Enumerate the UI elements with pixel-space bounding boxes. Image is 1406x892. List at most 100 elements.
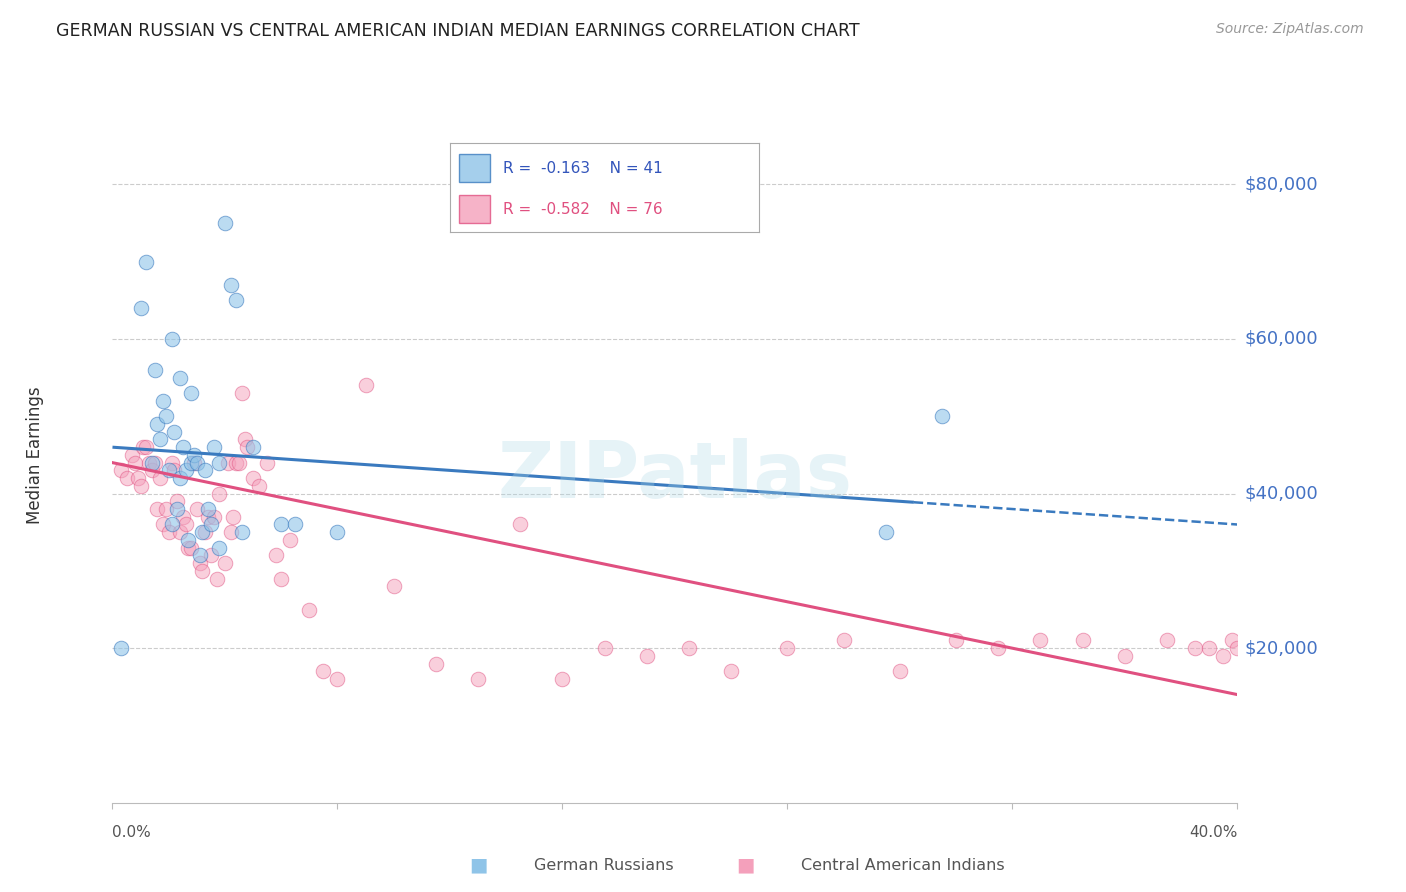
Point — [186, 456, 208, 470]
Point — [197, 502, 219, 516]
Point — [188, 549, 211, 563]
Point — [174, 463, 197, 477]
Text: German Russians: German Russians — [534, 858, 673, 872]
Point — [194, 525, 217, 540]
Point — [236, 440, 259, 454]
Point — [278, 533, 301, 547]
Point — [247, 479, 270, 493]
Point — [172, 440, 194, 454]
Point — [163, 463, 186, 477]
Point — [169, 370, 191, 384]
FancyBboxPatch shape — [460, 194, 491, 223]
Point — [225, 293, 247, 308]
Point — [425, 657, 447, 671]
Point — [231, 386, 253, 401]
Point — [146, 502, 169, 516]
Point — [127, 471, 149, 485]
Point — [202, 509, 225, 524]
Point — [138, 456, 160, 470]
Point — [1114, 648, 1136, 663]
Point — [233, 433, 256, 447]
Point — [180, 386, 202, 401]
Text: 40.0%: 40.0% — [1189, 825, 1237, 840]
Point — [225, 456, 247, 470]
Point — [183, 456, 205, 470]
Point — [1029, 633, 1052, 648]
Point — [256, 456, 278, 470]
Point — [284, 517, 307, 532]
Point — [166, 502, 188, 516]
Point — [242, 471, 264, 485]
Point — [149, 433, 172, 447]
Point — [217, 456, 239, 470]
Point — [326, 525, 349, 540]
Point — [208, 541, 231, 555]
Point — [270, 572, 292, 586]
Point — [326, 672, 349, 686]
Point — [155, 409, 177, 424]
Point — [124, 456, 146, 470]
Point — [186, 502, 208, 516]
Point — [776, 641, 799, 656]
Point — [1198, 641, 1220, 656]
Point — [183, 448, 205, 462]
Point — [180, 541, 202, 555]
Text: R =  -0.163    N = 41: R = -0.163 N = 41 — [502, 161, 662, 176]
Point — [945, 633, 967, 648]
Text: R =  -0.582    N = 76: R = -0.582 N = 76 — [502, 202, 662, 217]
Point — [160, 456, 183, 470]
Point — [115, 471, 138, 485]
Point — [180, 456, 202, 470]
Point — [163, 425, 186, 439]
Point — [135, 254, 157, 268]
Point — [593, 641, 616, 656]
Text: GERMAN RUSSIAN VS CENTRAL AMERICAN INDIAN MEDIAN EARNINGS CORRELATION CHART: GERMAN RUSSIAN VS CENTRAL AMERICAN INDIA… — [56, 22, 860, 40]
Text: ■: ■ — [735, 855, 755, 875]
Point — [169, 471, 191, 485]
Text: ■: ■ — [468, 855, 488, 875]
Point — [177, 541, 200, 555]
Point — [191, 525, 214, 540]
Point — [354, 378, 377, 392]
Point — [720, 665, 742, 679]
Point — [146, 417, 169, 431]
Point — [200, 517, 222, 532]
Point — [132, 440, 155, 454]
Point — [931, 409, 953, 424]
Point — [208, 486, 231, 500]
Point — [1212, 648, 1234, 663]
Point — [231, 525, 253, 540]
Point — [194, 463, 217, 477]
Text: 0.0%: 0.0% — [112, 825, 152, 840]
Point — [551, 672, 574, 686]
Point — [382, 579, 405, 593]
Text: $60,000: $60,000 — [1244, 330, 1317, 348]
Point — [219, 525, 242, 540]
Point — [129, 301, 152, 315]
Point — [155, 502, 177, 516]
Point — [636, 648, 658, 663]
Point — [242, 440, 264, 454]
Point — [129, 479, 152, 493]
Point — [157, 525, 180, 540]
Point — [157, 463, 180, 477]
Point — [141, 463, 163, 477]
Text: ZIPatlas: ZIPatlas — [498, 438, 852, 514]
Point — [141, 456, 163, 470]
Point — [166, 494, 188, 508]
Point — [1156, 633, 1178, 648]
Point — [172, 509, 194, 524]
Point — [1184, 641, 1206, 656]
Point — [889, 665, 911, 679]
Point — [205, 572, 228, 586]
Point — [160, 332, 183, 346]
Point — [169, 525, 191, 540]
Point — [191, 564, 214, 578]
Point — [174, 517, 197, 532]
Point — [219, 277, 242, 292]
Point — [987, 641, 1010, 656]
Point — [270, 517, 292, 532]
Text: $20,000: $20,000 — [1244, 640, 1317, 657]
Point — [228, 456, 250, 470]
Point — [200, 549, 222, 563]
